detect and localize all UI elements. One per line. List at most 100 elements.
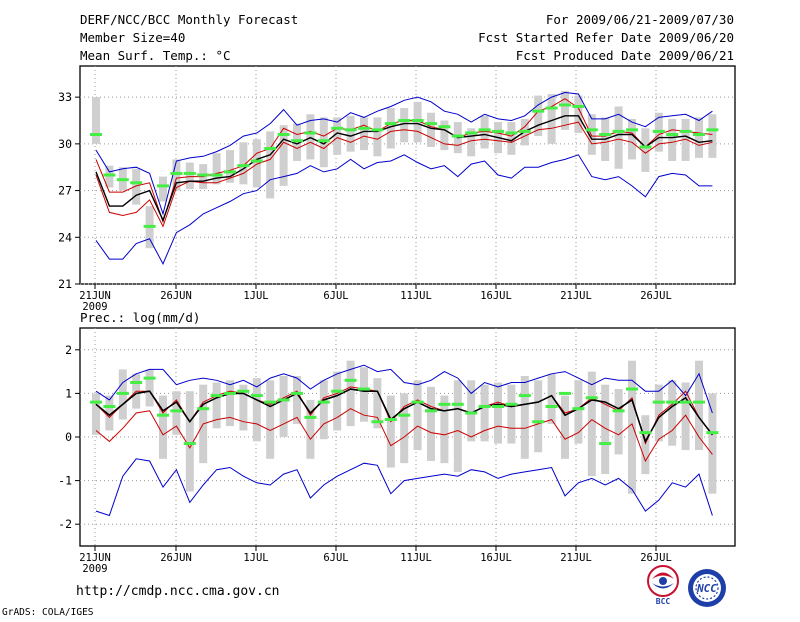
temp-median-mark	[478, 128, 491, 132]
temp-median-mark	[532, 109, 545, 113]
prec-lower-line	[95, 408, 713, 463]
prec-median-mark	[639, 431, 652, 435]
prec-median-mark	[585, 396, 598, 400]
prec-spread-box	[279, 375, 288, 437]
prec-y-tick-label: -2	[58, 517, 72, 531]
temp-median-mark	[358, 126, 370, 130]
temperature-medians	[90, 103, 719, 228]
prec-median-mark	[358, 387, 370, 391]
temp-spread-box	[587, 114, 596, 155]
prec-median-mark	[492, 404, 504, 408]
prec-x-year-label: 2009	[82, 563, 107, 575]
temp-x-tick-label: 26JUN	[160, 290, 192, 302]
prec-spread-box	[212, 382, 221, 429]
prec-spread-box	[306, 399, 315, 459]
temp-median-mark	[679, 129, 692, 133]
temp-spread-box	[266, 131, 275, 199]
temp-spread-box	[386, 108, 395, 149]
prec-median-mark	[693, 400, 705, 404]
prec-median-mark	[652, 400, 665, 404]
source-url[interactable]: http://cmdp.ncc.cma.gov.cn	[76, 584, 280, 599]
temp-median-mark	[331, 126, 344, 130]
prec-spread-box	[695, 360, 703, 451]
temp-spread-box	[92, 97, 100, 144]
temp-x-tick-label: 26JUL	[640, 290, 672, 302]
prec-median-mark	[183, 442, 196, 446]
prec-median-mark	[572, 407, 585, 411]
temp-spread-box	[534, 95, 543, 137]
temp-spread-box	[507, 122, 516, 155]
temp-x-tick-label: 21JUN	[79, 290, 111, 302]
temp-mean-line	[95, 115, 713, 223]
prec-median-mark	[264, 400, 277, 404]
temp-spread-box	[279, 125, 288, 186]
prec-median-mark	[197, 407, 210, 411]
temp-median-mark	[639, 145, 652, 149]
prec-median-mark	[130, 381, 143, 384]
temp-median-mark	[465, 131, 478, 135]
prec-spread-box	[427, 386, 435, 461]
temp-spread-box	[252, 139, 261, 188]
temp-spread-box	[427, 112, 435, 147]
prec-median-mark	[666, 400, 679, 404]
prec-median-mark	[224, 391, 236, 395]
temp-y-tick-label: 24	[58, 230, 72, 244]
temp-median-mark	[210, 173, 223, 177]
temp-y-tick-label: 33	[58, 90, 72, 104]
temp-spread-box	[185, 162, 194, 190]
prec-spread-box	[346, 360, 355, 427]
prec-spread-box	[373, 378, 382, 429]
temp-spread-box	[413, 101, 422, 143]
temp-spread-box	[319, 117, 328, 168]
prec-spread-box	[145, 369, 154, 407]
temp-min-line	[95, 154, 713, 265]
temperature-plot-frame	[79, 65, 736, 285]
prec-spread-box	[467, 380, 476, 442]
prec-median-mark	[291, 391, 303, 395]
prec-median-mark	[344, 378, 357, 382]
temp-spread-box	[172, 159, 181, 191]
temp-x-tick-label: 6JUL	[323, 290, 348, 302]
temp-spread-box	[159, 176, 167, 202]
temp-spread-box	[614, 106, 623, 169]
temp-max-line	[95, 91, 713, 216]
temp-y-tick-label: 27	[58, 184, 72, 198]
prec-median-mark	[277, 398, 290, 402]
temp-median-mark	[384, 122, 397, 126]
precip-panel-title: Prec.: log(mm/d)	[80, 310, 200, 325]
prec-median-mark	[371, 420, 384, 424]
prec-x-tick-label: 26JUL	[640, 552, 672, 564]
temp-median-mark	[411, 119, 424, 122]
prec-median-mark	[250, 394, 263, 398]
temp-median-mark	[90, 133, 102, 137]
temp-spread-box	[681, 118, 690, 161]
prec-median-mark	[532, 420, 545, 424]
prec-x-tick-label: 21JUN	[79, 552, 111, 564]
temp-spread-box	[440, 120, 449, 151]
prec-median-mark	[116, 391, 129, 395]
grads-credit: GrADS: COLA/IGES	[2, 607, 94, 618]
prec-y-tick-label: 2	[65, 343, 72, 357]
precipitation-x-axis: 21JUN 26JUN 1JUL 6JUL 11JUL 16JUL 21JUL 26JUL 20…	[79, 546, 672, 575]
temp-median-mark	[371, 128, 384, 132]
chart-title: DERF/NCC/BCC Monthly Forecast	[80, 12, 298, 27]
prec-x-tick-label: 16JUL	[480, 552, 512, 564]
prec-spread-box	[561, 395, 569, 459]
prec-spread-box	[681, 382, 690, 451]
prec-median-mark	[451, 402, 464, 406]
temp-spread-box	[547, 94, 556, 144]
temp-x-tick-label: 21JUL	[560, 290, 592, 302]
temperature-boxes	[92, 90, 717, 249]
prec-spread-box	[92, 393, 100, 435]
prec-spread-box	[708, 393, 717, 494]
temp-spread-box	[360, 117, 368, 151]
temp-spread-box	[239, 142, 248, 185]
ncc-logo: NCC	[688, 569, 726, 607]
prec-x-tick-label: 1JUL	[243, 552, 268, 564]
prec-median-mark	[103, 404, 116, 408]
prec-spread-box	[440, 395, 449, 464]
prec-median-mark	[317, 400, 330, 404]
prec-spread-box	[534, 380, 543, 453]
temp-spread-box	[226, 150, 234, 183]
